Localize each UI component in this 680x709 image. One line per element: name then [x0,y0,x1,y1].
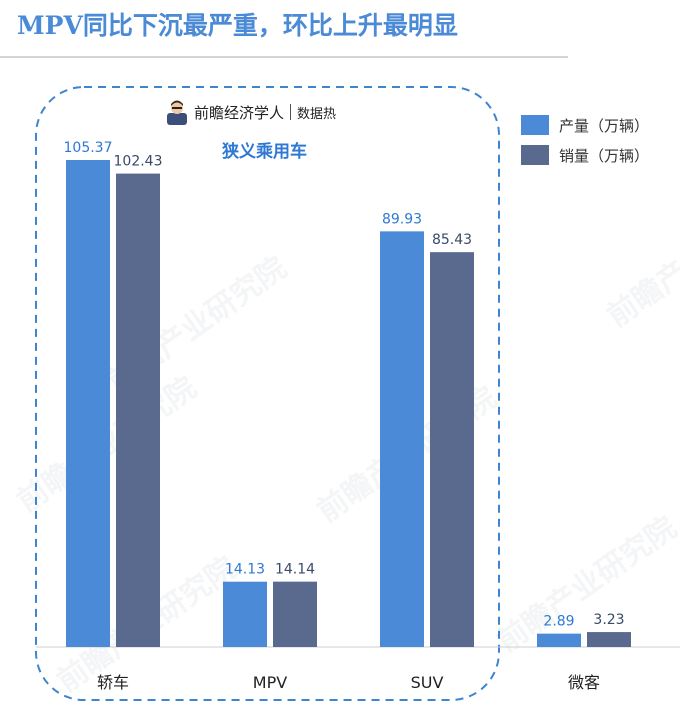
chart-title: MPV同比下沉最严重，环比上升最明显 [17,11,458,40]
legend-label-sales: 销量（万辆） [559,146,650,165]
data-label: 89.93 [382,211,422,227]
data-label: 2.89 [543,614,574,630]
legend-swatch-production [521,115,549,135]
brand-tag: 数据热 [297,106,337,122]
data-label: 14.14 [275,562,315,578]
bar-production [380,231,424,648]
bar-sales [116,173,160,647]
data-label: 105.37 [64,140,113,156]
avatar-icon [167,100,187,125]
legend-label-production: 产量（万辆） [559,116,650,135]
bar-production [223,581,267,647]
brand-separator [290,104,292,120]
legend-swatch-sales [521,145,549,165]
x-tick-label: MPV [253,673,287,692]
title-divider [0,56,568,58]
data-label: 102.43 [114,154,163,170]
bar-sales [430,252,474,647]
brand-name: 前瞻经济学人 [194,103,285,122]
data-label: 14.13 [225,562,265,578]
highlight-box [35,86,500,701]
bar-production [537,633,581,647]
bar-sales [587,632,631,647]
group-label: 狭义乘用车 [222,142,307,162]
legend: 产量（万辆） 销量（万辆） [521,110,649,170]
bar-production [66,160,110,647]
x-tick-label: 轿车 [97,673,129,692]
x-tick-label: 微客 [568,673,600,692]
legend-item-sales: 销量（万辆） [521,140,649,170]
data-label: 3.23 [593,612,624,628]
data-label: 85.43 [432,232,472,248]
brand: 前瞻经济学人 数据热 [166,98,336,126]
x-tick-label: SUV [411,673,444,692]
legend-item-production: 产量（万辆） [521,110,649,140]
bar-sales [273,581,317,647]
